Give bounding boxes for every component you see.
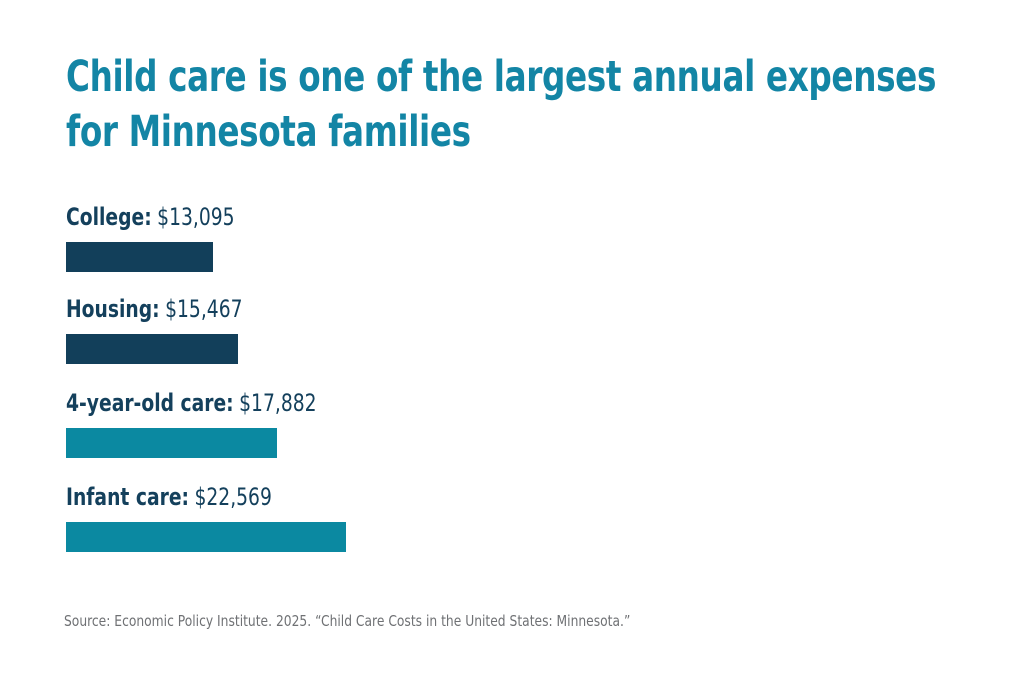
bar-row-housing: Housing: $15,467 (66, 295, 292, 364)
bar-label-housing: Housing: $15,467 (66, 295, 243, 323)
chart-title-line-1: Child care is one of the largest annual … (66, 52, 937, 102)
chart-title-line-2: for Minnesota families (66, 107, 471, 157)
bar-infant-care (66, 522, 346, 552)
category-label: 4-year-old care: (66, 389, 234, 417)
value-label: $17,882 (239, 389, 317, 417)
bar-row-4-year-old-care: 4-year-old care: $17,882 (66, 389, 387, 458)
value-label: $15,467 (165, 295, 243, 323)
bar-label-college: College: $13,095 (66, 203, 235, 231)
bar-label-infant-care: Infant care: $22,569 (66, 483, 284, 511)
bar-row-college: College: $13,095 (66, 203, 282, 272)
category-label: Housing: (66, 295, 160, 323)
source-note: Source: Economic Policy Institute. 2025.… (64, 612, 631, 630)
bar-row-infant-care: Infant care: $22,569 (66, 483, 346, 552)
category-label: College: (66, 203, 152, 231)
bar-label-4-year-old-care: 4-year-old care: $17,882 (66, 389, 317, 417)
value-label: $22,569 (194, 483, 272, 511)
bar-4-year-old-care (66, 428, 277, 458)
bar-housing (66, 334, 238, 364)
value-label: $13,095 (157, 203, 235, 231)
category-label: Infant care: (66, 483, 190, 511)
chart-title: Child care is one of the largest annual … (66, 50, 936, 160)
bar-college (66, 242, 213, 272)
